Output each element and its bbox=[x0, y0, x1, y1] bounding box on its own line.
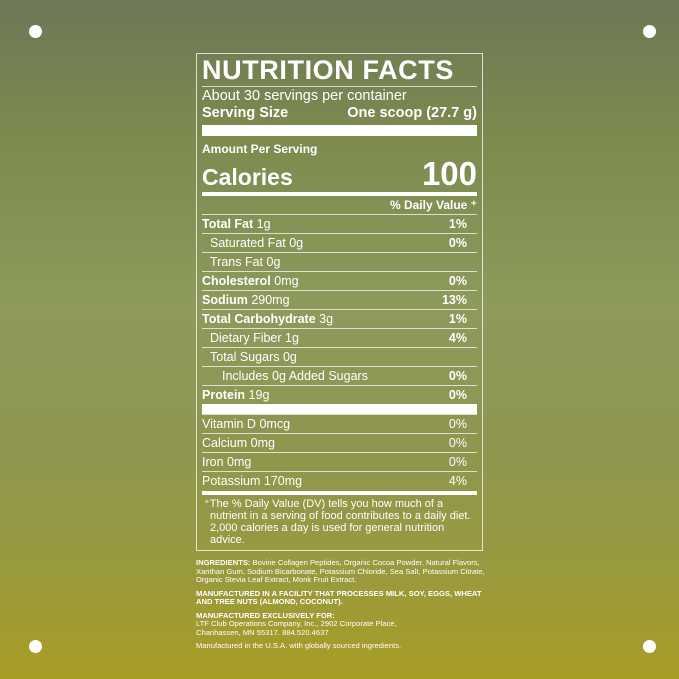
nutrient-amount: 0g bbox=[282, 350, 297, 364]
corner-dot bbox=[643, 640, 656, 653]
nutrient-name: Cholesterol bbox=[202, 274, 271, 288]
nutrient-name: Total Fat bbox=[202, 217, 254, 231]
calories: Calories 100 bbox=[202, 155, 477, 192]
nutrient-row: Iron 0mg 0% bbox=[202, 452, 477, 471]
nutrient-name: Potassium bbox=[202, 474, 261, 488]
nutrient-amount: 0mcg bbox=[259, 417, 291, 431]
nutrient-amount: 19g bbox=[248, 388, 270, 402]
corner-dot bbox=[643, 25, 656, 38]
nutrient-row: Total Sugars 0g bbox=[202, 347, 477, 366]
footnote: ⁺The % Daily Value (DV) tells you how mu… bbox=[204, 498, 471, 546]
allergen-statement: MANUFACTURED IN A FACILITY THAT PROCESSE… bbox=[196, 588, 482, 606]
nutrient-row: Sodium 290mg 13% bbox=[202, 290, 477, 309]
nutrient-name: Total Sugars bbox=[210, 350, 280, 364]
nutrient-row: Dietary Fiber 1g 4% bbox=[202, 328, 477, 347]
serving-size: Serving Size One scoop (27.7 g) bbox=[202, 105, 477, 121]
nutrient-row: Potassium 170mg 4% bbox=[202, 471, 477, 490]
daily-value-header: % Daily Value ⁺ bbox=[389, 198, 477, 212]
amount-per-serving: Amount Per Serving bbox=[202, 142, 318, 156]
nutrient-daily-value: 1% bbox=[448, 217, 467, 231]
nutrient-daily-value: 4% bbox=[448, 331, 467, 345]
nutrient-daily-value: 4% bbox=[448, 474, 467, 488]
nutrient-amount: 0mg bbox=[274, 274, 299, 288]
divider-medium bbox=[202, 491, 477, 495]
nutrient-row: Cholesterol 0mg 0% bbox=[202, 271, 477, 290]
nutrient-daily-value: 0% bbox=[448, 274, 467, 288]
nutrient-row: Total Fat 1g 1% bbox=[202, 214, 477, 233]
corner-dot bbox=[29, 25, 42, 38]
nutrient-name: Sodium bbox=[202, 293, 248, 307]
label-title: NUTRITION FACTS bbox=[202, 55, 454, 85]
nutrient-row: Calcium 0mg 0% bbox=[202, 433, 477, 452]
nutrient-row: Total Carbohydrate 3g 1% bbox=[202, 309, 477, 328]
nutrient-daily-value: 0% bbox=[448, 455, 467, 469]
divider-thick bbox=[202, 125, 477, 136]
nutrition-facts-panel: NUTRITION FACTS About 30 servings per co… bbox=[196, 53, 483, 551]
nutrient-amount: 1g bbox=[285, 331, 299, 345]
corner-dot bbox=[29, 640, 42, 653]
nutrient-row: Saturated Fat 0g 0% bbox=[202, 233, 477, 252]
nutrient-amount: 290mg bbox=[251, 293, 290, 307]
nutrient-amount: 0mg bbox=[227, 455, 252, 469]
nutrient-name: Dietary Fiber bbox=[210, 331, 282, 345]
nutrient-row: Trans Fat 0g bbox=[202, 252, 477, 271]
manufacturer: MANUFACTURED EXCLUSIVELY FOR: LTF Club Op… bbox=[196, 610, 397, 637]
nutrient-daily-value: 0% bbox=[448, 417, 467, 431]
nutrient-name: Iron bbox=[202, 455, 224, 469]
divider-medium bbox=[202, 192, 477, 196]
nutrient-amount: 170mg bbox=[263, 474, 303, 488]
nutrient-amount: 1g bbox=[256, 217, 271, 231]
nutrient-amount: 0g bbox=[266, 255, 281, 269]
ingredients: INGREDIENTS: Bovine Collagen Peptides, O… bbox=[196, 558, 485, 584]
product-info: INGREDIENTS: Bovine Collagen Peptides, O… bbox=[196, 558, 496, 656]
divider-thick bbox=[202, 404, 477, 414]
nutrient-name: Protein bbox=[202, 388, 246, 402]
nutrient-row: Protein 19g 0% bbox=[202, 385, 477, 404]
nutrient-row: Includes 0g Added Sugars 0% bbox=[202, 366, 477, 385]
nutrient-amount: 0g bbox=[289, 236, 304, 250]
nutrient-daily-value: 0% bbox=[448, 436, 467, 450]
nutrient-name: Trans Fat bbox=[210, 255, 264, 269]
nutrient-name: Total Carbohydrate bbox=[202, 312, 316, 326]
nutrient-row: Vitamin D 0mcg 0% bbox=[202, 414, 477, 433]
nutrient-daily-value: 1% bbox=[448, 312, 467, 326]
nutrient-amount: 0mg bbox=[250, 436, 275, 450]
servings-per-container: About 30 servings per container bbox=[202, 88, 407, 104]
nutrient-name: Vitamin D bbox=[202, 417, 256, 431]
nutrient-daily-value: 0% bbox=[448, 388, 467, 402]
nutrient-name: Calcium bbox=[202, 436, 248, 450]
origin: Manufactured in the U.S.A. with globally… bbox=[196, 641, 402, 650]
nutrient-name: Includes 0g Added Sugars bbox=[222, 369, 368, 383]
nutrient-daily-value: 0% bbox=[448, 236, 467, 250]
nutrient-amount: 3g bbox=[319, 312, 334, 326]
nutrient-daily-value: 0% bbox=[448, 369, 467, 383]
nutrient-name: Saturated Fat bbox=[210, 236, 286, 250]
label-wrapper: NUTRITION FACTS About 30 servings per co… bbox=[196, 53, 496, 656]
nutrient-daily-value: 13% bbox=[441, 293, 467, 307]
